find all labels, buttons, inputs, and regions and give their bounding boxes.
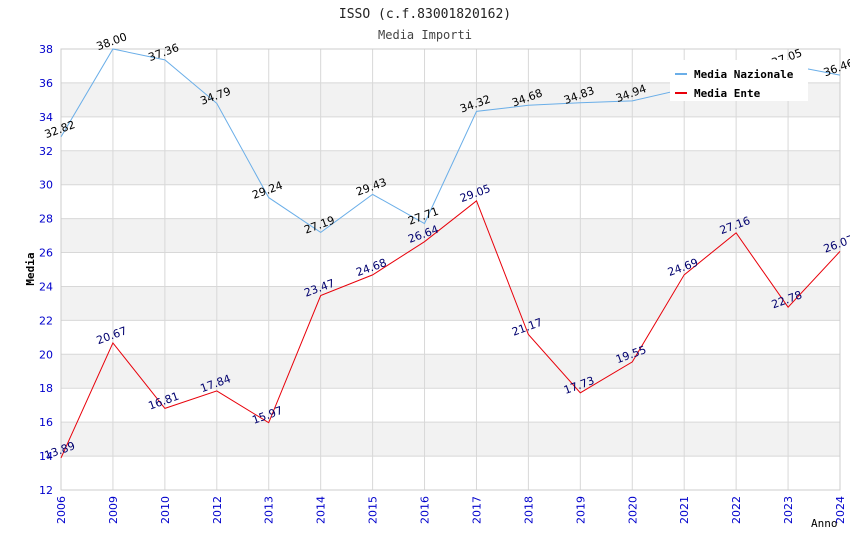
y-tick-label: 32: [39, 145, 53, 158]
legend: Media Nazionale Media Ente: [670, 60, 808, 101]
y-tick-label: 38: [39, 43, 53, 56]
x-tick-label: 2013: [263, 496, 276, 524]
legend-box: [670, 60, 808, 101]
x-tick-label: 2012: [211, 496, 224, 524]
data-label-media-ente: 16.81: [147, 390, 181, 413]
y-tick-label: 36: [39, 77, 53, 90]
chart-subtitle: Media Importi: [378, 28, 472, 42]
y-tick-label: 12: [39, 484, 53, 497]
data-label-media-ente: 24.69: [666, 256, 700, 279]
x-tick-label: 2017: [470, 496, 483, 524]
series-line-media-ente: [60, 199, 841, 459]
y-tick-label: 28: [39, 213, 53, 226]
x-axis-label: Anno: [811, 517, 838, 530]
x-tick-label: 2019: [574, 496, 587, 524]
y-tick-label: 14: [39, 450, 53, 463]
x-tick-labels: 2006 2009 2010 2012 2013 2014 2015 2016 2017 2018…: [55, 496, 847, 524]
x-tick-label: 2006: [55, 496, 68, 524]
x-tick-label: 2022: [730, 496, 743, 524]
y-tick-label: 34: [39, 111, 53, 124]
x-tick-label: 2010: [159, 496, 172, 524]
data-label-media-nazionale: 38.00: [95, 30, 129, 53]
legend-label-media-nazionale: Media Nazionale: [694, 68, 794, 81]
x-tick-label: 2015: [367, 496, 380, 524]
x-tick-label: 2020: [626, 496, 639, 524]
x-tick-label: 2009: [107, 496, 120, 524]
series-lines: [60, 48, 841, 459]
grid-band: [61, 354, 840, 389]
x-tick-label: 2021: [678, 496, 691, 524]
series-line-media-nazionale: [60, 48, 841, 234]
grid-band: [61, 286, 840, 321]
y-tick-label: 26: [39, 247, 53, 260]
data-label-media-ente: 13.89: [43, 439, 77, 462]
data-label-media-nazionale: 37.36: [147, 41, 181, 64]
y-tick-label: 30: [39, 179, 53, 192]
y-tick-label: 18: [39, 382, 53, 395]
data-label-media-ente: 20.67: [95, 324, 129, 347]
x-tick-label: 2014: [315, 496, 328, 524]
y-tick-label: 16: [39, 416, 53, 429]
plot-frame: [60, 48, 841, 491]
x-tick-label: 2018: [522, 496, 535, 524]
grid-band: [61, 422, 840, 457]
y-tick-label: 24: [39, 280, 53, 293]
grid-lines: [60, 48, 841, 491]
y-axis-label: Media: [24, 252, 37, 285]
x-tick-label: 2024: [834, 496, 847, 524]
data-label-media-nazionale: 36.46: [822, 56, 850, 79]
legend-label-media-ente: Media Ente: [694, 87, 761, 100]
y-tick-labels: 12 14 16 18 20 22 24 26 28 30 32 34 36 38: [39, 43, 53, 497]
x-tick-label: 2023: [782, 496, 795, 524]
grid-band: [61, 218, 840, 253]
chart-title: ISSO (c.f.83001820162): [339, 7, 511, 22]
y-tick-label: 20: [39, 348, 53, 361]
x-tick-label: 2016: [419, 496, 432, 524]
y-tick-label: 22: [39, 314, 53, 327]
